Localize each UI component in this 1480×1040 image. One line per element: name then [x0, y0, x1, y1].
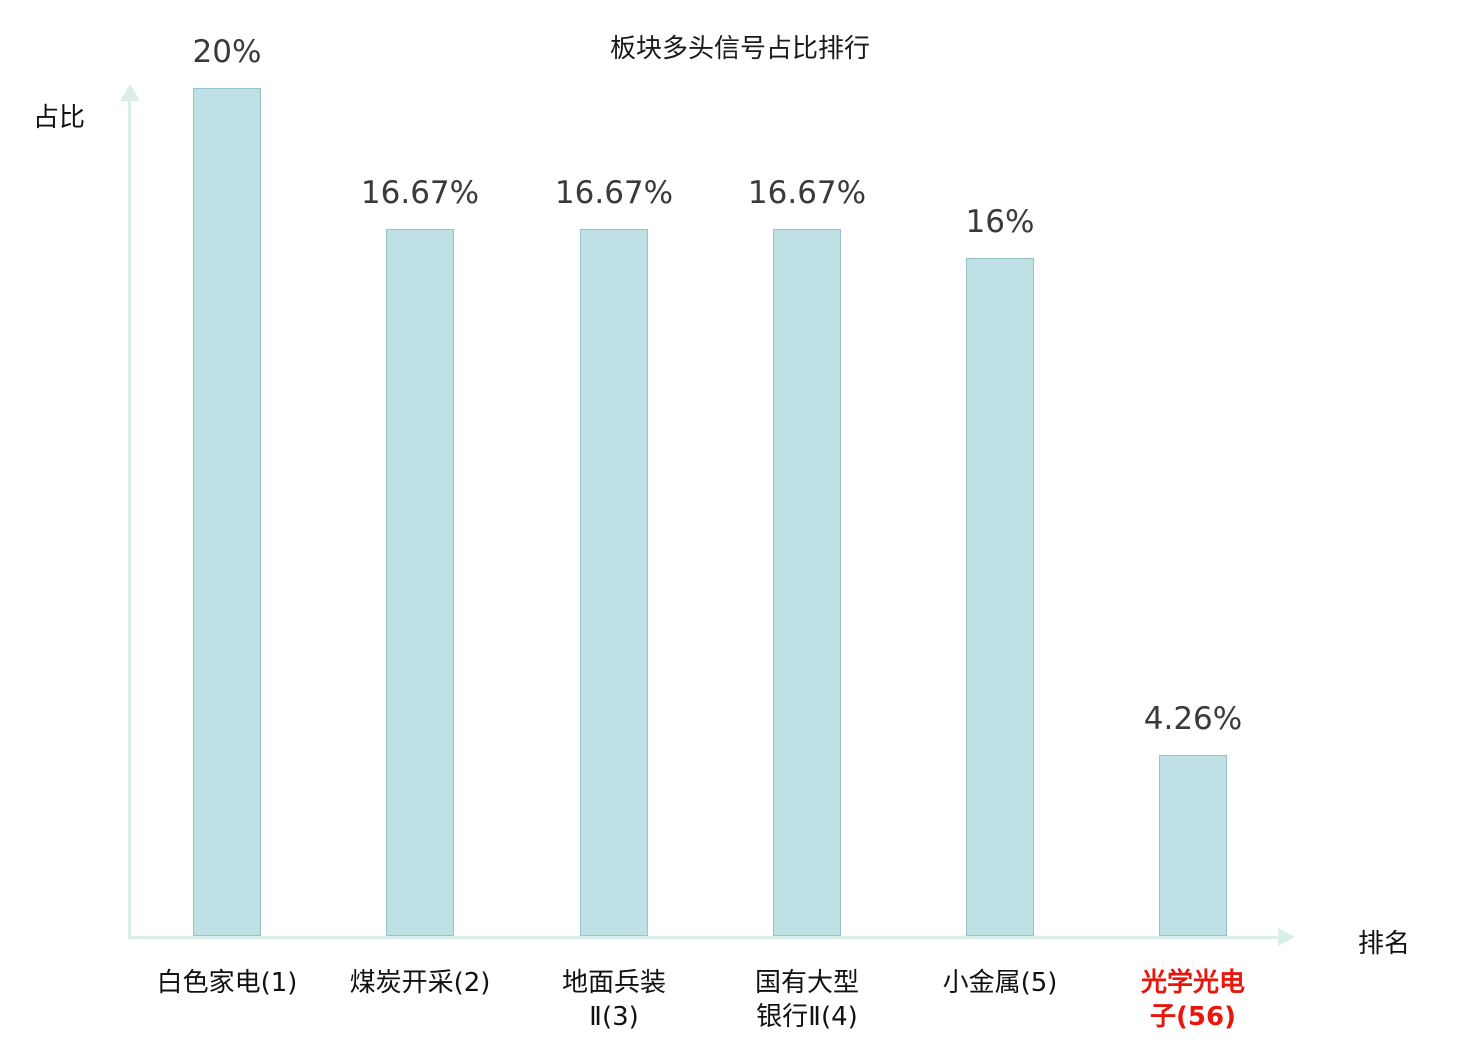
bar-value-label: 16% — [965, 204, 1035, 240]
x-axis-arrow-icon — [1278, 928, 1295, 946]
chart-title: 板块多头信号占比排行 — [609, 34, 870, 64]
bar-value-label: 20% — [192, 34, 262, 70]
bar-value-label: 4.26% — [1143, 701, 1243, 737]
bar — [386, 229, 454, 936]
bar-value-label: 16.67% — [747, 175, 867, 211]
bar-category-label: 国有大型 银行Ⅱ(4) — [754, 968, 859, 1032]
bar-category-label: 光学光电 子(56) — [1140, 968, 1245, 1032]
x-axis-line — [128, 936, 1280, 939]
bar-value-label: 16.67% — [554, 175, 674, 211]
x-axis-label: 排名 — [1358, 929, 1411, 959]
bar — [1159, 755, 1227, 936]
bar — [193, 88, 261, 936]
bar-category-label: 小金属(5) — [942, 968, 1058, 998]
bar-value-label: 16.67% — [360, 175, 480, 211]
bar — [580, 229, 648, 936]
y-axis-label: 占比 — [33, 103, 86, 133]
y-axis-arrow-icon — [120, 84, 140, 101]
bar — [966, 258, 1034, 936]
bar — [773, 229, 841, 936]
bar-category-label: 煤炭开采(2) — [349, 968, 491, 998]
bar-category-label: 白色家电(1) — [156, 968, 298, 998]
y-axis-line — [128, 100, 131, 938]
bar-category-label: 地面兵装 Ⅱ(3) — [561, 968, 666, 1032]
